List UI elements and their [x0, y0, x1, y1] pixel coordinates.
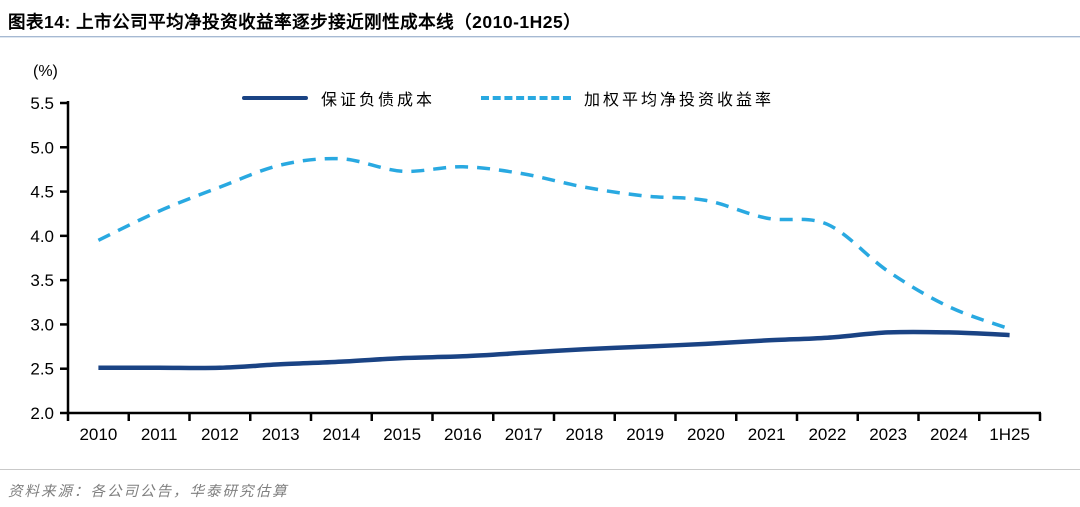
y-tick-label: 4.0: [30, 227, 54, 246]
x-tick-label: 2011: [141, 425, 178, 444]
x-tick-label: 2021: [748, 425, 786, 444]
x-tick-label: 2010: [79, 425, 117, 444]
legend-label: 保证负债成本: [320, 92, 435, 109]
y-tick-label: 2.5: [30, 360, 54, 379]
y-tick-label: 5.5: [30, 94, 54, 113]
y-tick-label: 2.0: [30, 404, 54, 423]
y-tick-label: 3.0: [30, 315, 54, 334]
series-line-solid: [98, 329, 1010, 371]
solid-line-swatch-icon: [241, 96, 308, 100]
x-tick-label: 2018: [565, 425, 603, 444]
y-axis-unit-label: (%): [33, 63, 58, 80]
chart-title: 图表14: 上市公司平均净投资收益率逐步接近刚性成本线（2010-1H25）: [8, 12, 582, 32]
x-tick-label: 2016: [444, 425, 482, 444]
y-tick-label: 3.5: [30, 271, 54, 290]
chart-legend: 保证负债成本 加权平均净投资收益率: [241, 86, 774, 110]
title-underline: [0, 36, 1080, 38]
x-tick-label: 2014: [322, 425, 360, 444]
series-line-dashed: [97, 156, 1011, 331]
x-tick-label: 2015: [383, 425, 421, 444]
x-tick-label: 2012: [201, 425, 239, 444]
line-chart-plot: 2.0 2.5 3.0 3.5 4.0 4.5 5.0 5.5 2010 2011 2012 2013…: [30, 94, 1042, 444]
y-tick-label: 5.0: [30, 138, 54, 157]
legend-item-weighted-avg-net-investment-yield: 加权平均净投资收益率: [481, 86, 774, 110]
dashed-line-swatch-icon: [481, 96, 571, 100]
legend-item-guaranteed-liability-cost: 保证负债成本: [241, 86, 435, 110]
x-tick-label: 2020: [687, 425, 725, 444]
x-tick-label: 2023: [869, 425, 907, 444]
x-tick-label: 2013: [262, 425, 300, 444]
x-tick-label: 2024: [930, 425, 968, 444]
source-note: 资料来源：各公司公告，华泰研究估算: [8, 484, 289, 500]
x-tick-label: 2019: [626, 425, 664, 444]
x-tick-label: 2017: [505, 425, 543, 444]
footer-divider: [0, 469, 1080, 470]
legend-label: 加权平均净投资收益率: [584, 92, 775, 109]
y-tick-label: 4.5: [30, 183, 54, 202]
x-tick-label: 2022: [808, 425, 846, 444]
x-tick-label: 1H25: [989, 425, 1030, 444]
